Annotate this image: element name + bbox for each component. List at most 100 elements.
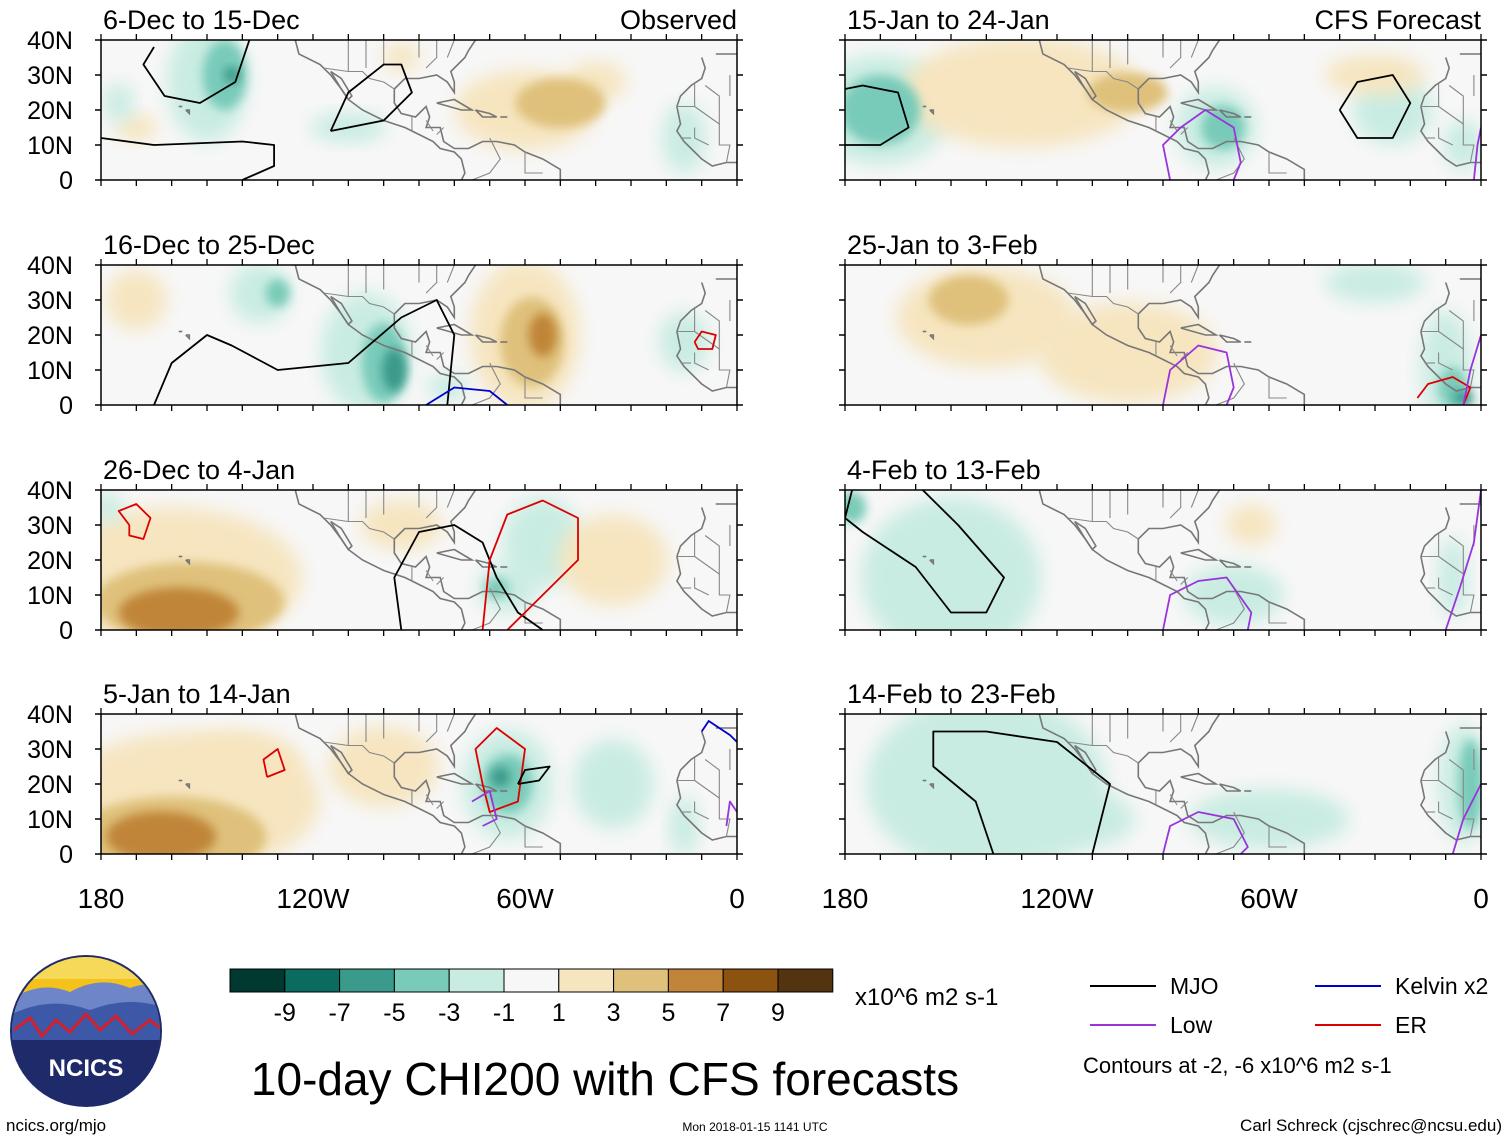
border: [1438, 352, 1453, 371]
border: [425, 570, 434, 582]
border: [718, 349, 731, 388]
border: [1438, 127, 1453, 146]
border: [425, 714, 438, 743]
coastline: [393, 714, 477, 770]
contour-line: [1451, 783, 1481, 854]
border: [1268, 602, 1287, 624]
x-tick-label: 180: [822, 883, 869, 914]
border: [1169, 265, 1182, 294]
coastline: [474, 334, 498, 343]
coastline: [185, 783, 191, 790]
contour-line: [700, 720, 737, 743]
x-tick-label: 120W: [276, 883, 350, 914]
border: [323, 67, 395, 90]
coastlines: [178, 490, 737, 630]
coastline: [185, 559, 191, 566]
coastline: [1038, 40, 1210, 180]
coastlines: [922, 714, 1481, 854]
coastline: [675, 331, 737, 392]
border: [1169, 490, 1182, 519]
contour-line: [1162, 344, 1235, 405]
border: [718, 798, 731, 837]
border: [1438, 535, 1464, 576]
x-tick-label: 0: [729, 883, 745, 914]
x-tick-label: 60W: [496, 883, 554, 914]
anomaly-region: [361, 500, 442, 550]
coastline: [1038, 714, 1210, 854]
border: [425, 345, 434, 357]
colorbar-label: 1: [552, 999, 566, 1027]
border: [1268, 826, 1287, 848]
colorbar-swatch: [229, 968, 286, 993]
colorbar-label: 5: [661, 999, 675, 1027]
border: [1067, 517, 1139, 540]
contour-line: [693, 330, 717, 350]
colorbar-label: -3: [438, 999, 460, 1027]
anomaly-region: [901, 40, 1142, 148]
coastline: [294, 40, 466, 180]
contour-line: [153, 299, 456, 405]
colorbar-swatch: [503, 968, 560, 993]
timestamp-label: Mon 2018-01-15 1141 UTC: [682, 1120, 828, 1134]
border: [471, 362, 501, 405]
y-tick-label: 20N: [27, 771, 73, 799]
border: [446, 714, 455, 732]
border: [1438, 759, 1464, 800]
legend-label: Low: [1170, 1012, 1213, 1038]
border: [1462, 124, 1475, 163]
y-tick-label: 20N: [27, 322, 73, 350]
border: [694, 801, 709, 820]
border: [524, 826, 543, 848]
coastline: [474, 783, 498, 792]
y-tick-label: 10N: [27, 582, 73, 610]
coastline: [393, 40, 477, 96]
coastline: [393, 763, 562, 854]
ncics-logo: NCICS: [10, 955, 162, 1107]
colorbar: -9 -7 -5 -3 -1 1 3 5 7 9: [229, 968, 834, 1027]
anomaly-region: [383, 43, 420, 72]
coastline: [1137, 40, 1221, 96]
anomaly-region: [101, 492, 124, 523]
border: [694, 310, 720, 351]
x-tick-label: 120W: [1020, 883, 1094, 914]
panel-date-label: 14-Feb to 23-Feb: [847, 679, 1056, 709]
y-tick-label: 10N: [27, 806, 73, 834]
contour-line: [101, 137, 276, 180]
coastline: [330, 70, 353, 101]
border: [694, 352, 709, 371]
anomaly-region: [845, 491, 867, 524]
border: [1180, 127, 1189, 135]
y-tick-label: 0: [59, 392, 73, 420]
y-tick-label: 0: [59, 841, 73, 869]
coastline: [393, 89, 562, 180]
border: [471, 137, 501, 180]
coastline: [1180, 548, 1219, 561]
border: [471, 587, 501, 630]
colorbar-swatch: [777, 968, 834, 993]
border: [1067, 67, 1139, 90]
anomaly-region: [1325, 265, 1425, 303]
coastline: [929, 559, 935, 566]
border: [1180, 801, 1189, 809]
contour-line: [393, 524, 544, 630]
border: [694, 535, 720, 576]
anomaly-region: [1087, 72, 1168, 113]
coastline: [436, 548, 475, 561]
coastline: [393, 539, 562, 630]
coastline: [1218, 559, 1242, 568]
y-tick-label: 0: [59, 167, 73, 195]
coastline: [436, 98, 475, 111]
border: [1462, 574, 1475, 613]
border: [694, 127, 709, 146]
border: [1190, 40, 1199, 58]
coastline: [330, 520, 353, 551]
border: [524, 377, 543, 399]
contour-line: [932, 730, 1111, 854]
anomaly-region: [265, 279, 290, 307]
contour-line: [845, 490, 1005, 614]
contour-line: [1162, 109, 1242, 180]
border: [1067, 292, 1139, 315]
coastline: [1419, 780, 1481, 841]
map-panel: 0 10N 20N 30N 40N 6-Dec to 15-Dec Observed: [27, 5, 743, 195]
